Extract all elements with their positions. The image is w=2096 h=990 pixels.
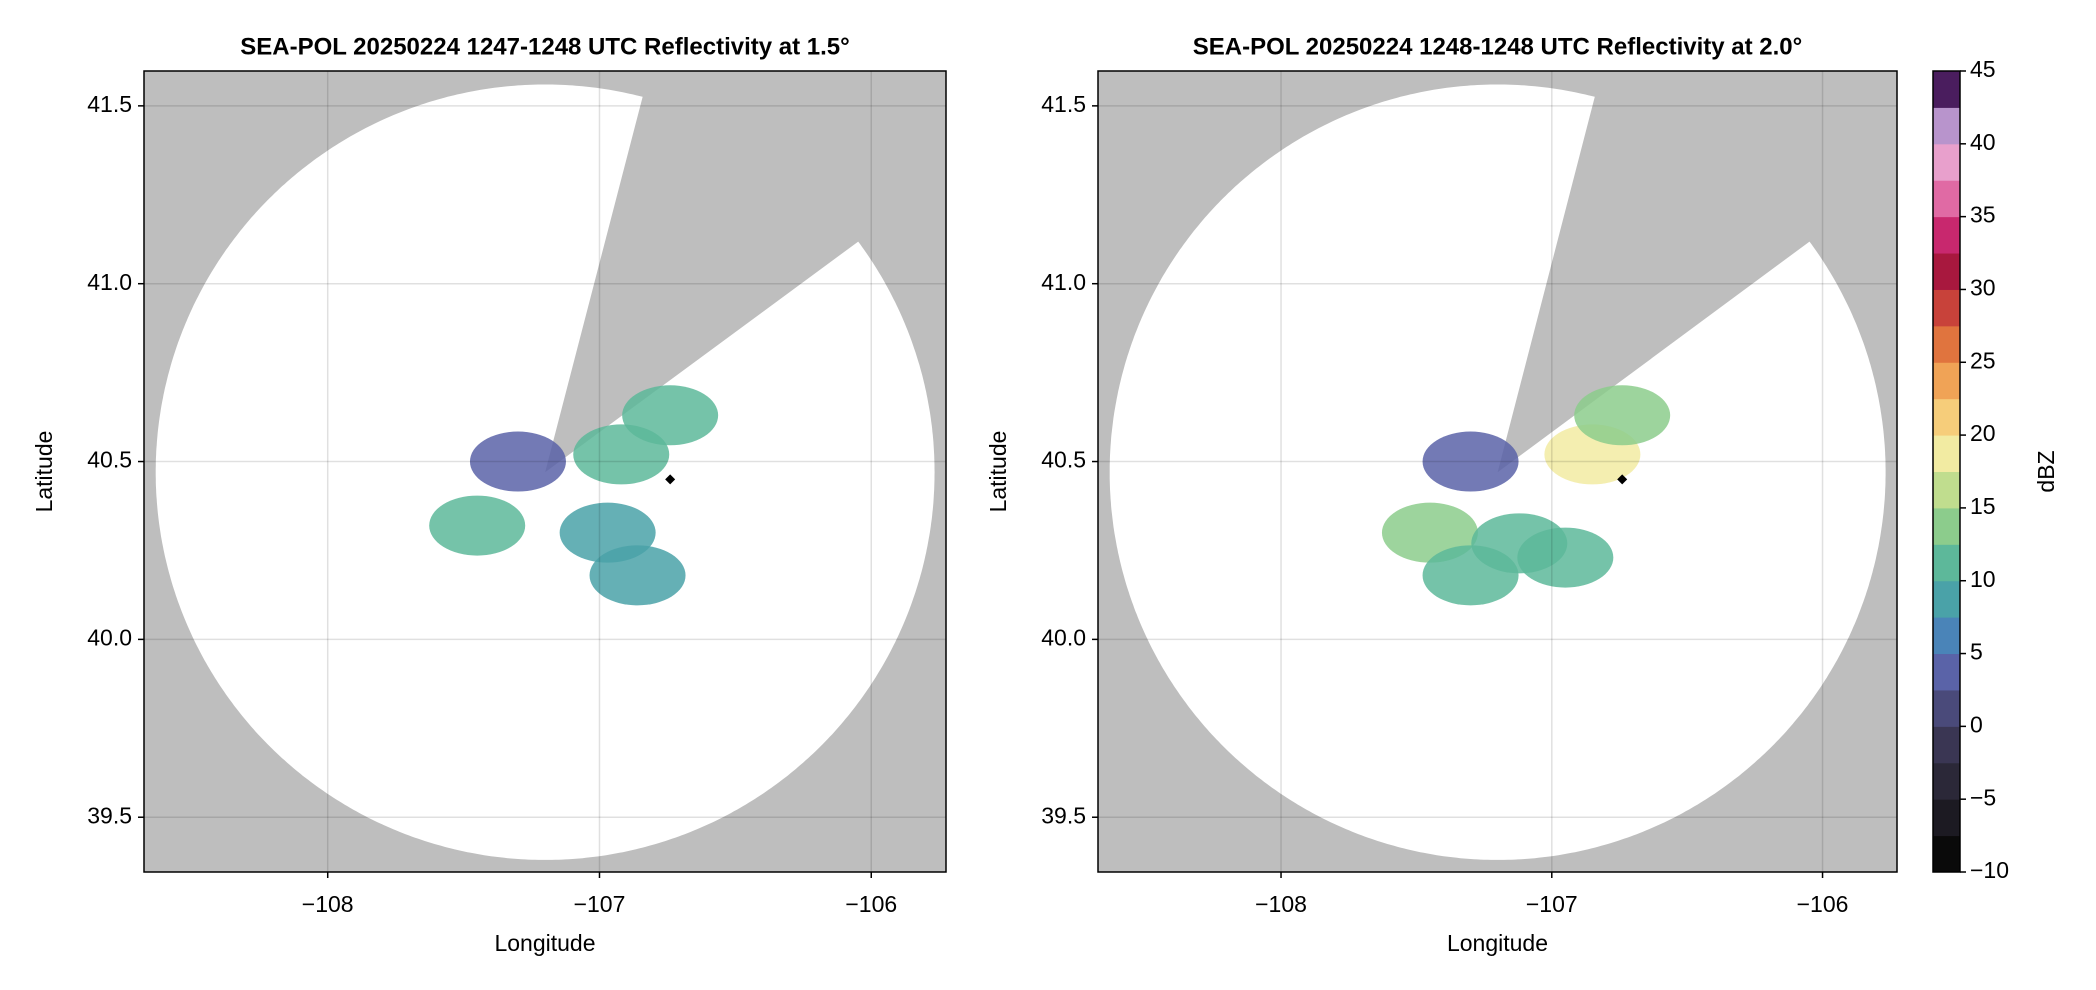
x-tick-label: −108 — [302, 891, 354, 917]
y-tick-label: 41.5 — [87, 91, 132, 117]
echo — [1422, 431, 1519, 492]
colorbar-swatch — [1933, 544, 1960, 582]
colorbar-swatch — [1933, 835, 1960, 873]
y-tick-label: 40.5 — [1041, 447, 1086, 473]
y-tick-label: 41.5 — [1041, 91, 1086, 117]
x-tick-label: −106 — [845, 891, 897, 917]
colorbar-tick-label: 30 — [1970, 275, 1996, 301]
colorbar-tick-label: 35 — [1970, 202, 1996, 228]
colorbar-tick-label: 40 — [1970, 129, 1996, 155]
colorbar-swatch — [1933, 471, 1960, 509]
echo — [589, 545, 686, 606]
x-tick-label: −108 — [1255, 891, 1307, 917]
y-tick-label: 41.0 — [1041, 269, 1086, 295]
echo — [429, 495, 526, 556]
colorbar-swatch — [1933, 325, 1960, 363]
y-tick-label: 40.5 — [87, 447, 132, 473]
colorbar-tick-label: 0 — [1970, 711, 1983, 737]
colorbar-swatch — [1933, 762, 1960, 800]
colorbar-swatch — [1933, 362, 1960, 400]
radar-coverage — [1109, 84, 1886, 860]
echo — [469, 431, 566, 492]
y-tick-label: 39.5 — [87, 802, 132, 828]
colorbar-swatch — [1933, 289, 1960, 327]
colorbar-tick-label: 10 — [1970, 566, 1996, 592]
colorbar-swatch — [1933, 435, 1960, 472]
colorbar-label: dBZ — [2033, 450, 2059, 492]
colorbar-swatch — [1933, 507, 1960, 545]
x-tick-label: −106 — [1797, 891, 1849, 917]
colorbar-tick-label: 25 — [1970, 347, 1996, 373]
echo — [1574, 385, 1671, 446]
y-tick-label: 39.5 — [1041, 802, 1086, 828]
x-tick-label: −107 — [1526, 891, 1578, 917]
radar-coverage — [155, 84, 935, 860]
echo — [622, 385, 719, 446]
marker — [665, 474, 676, 485]
colorbar-tick-label: 45 — [1970, 56, 1996, 82]
colorbar-swatch — [1933, 580, 1960, 618]
echo — [1422, 545, 1519, 606]
x-tick-label: −107 — [574, 891, 626, 917]
colorbar-swatch — [1933, 689, 1960, 727]
colorbar-swatch — [1933, 143, 1960, 181]
marker — [1617, 474, 1628, 485]
y-tick-label: 40.0 — [87, 624, 132, 650]
x-axis-label: Longitude — [1447, 930, 1548, 956]
colorbar-tick-label: 15 — [1970, 493, 1996, 519]
colorbar-swatch — [1933, 107, 1960, 145]
colorbar-tick-label: 5 — [1970, 639, 1983, 665]
plot-area — [144, 71, 946, 872]
x-axis-label: Longitude — [494, 930, 595, 956]
colorbar-swatch — [1933, 726, 1960, 764]
colorbar-tick-label: −10 — [1970, 857, 2009, 883]
y-axis-label: Latitude — [31, 431, 57, 513]
colorbar-tick-label: 20 — [1970, 420, 1996, 446]
colorbar-frame — [1932, 70, 1961, 873]
colorbar-swatch — [1933, 216, 1960, 254]
chart-title: SEA-POL 20250224 1247-1248 UTC Reflectiv… — [240, 33, 849, 60]
y-tick-label: 40.0 — [1041, 624, 1086, 650]
echo — [1517, 527, 1614, 588]
y-tick-label: 41.0 — [87, 269, 132, 295]
chart-title: SEA-POL 20250224 1248-1248 UTC Reflectiv… — [1193, 33, 1802, 60]
colorbar-swatch — [1933, 71, 1960, 108]
colorbar-swatch — [1933, 180, 1960, 218]
colorbar-swatch — [1933, 799, 1960, 837]
colorbar-tick-label: −5 — [1970, 784, 1996, 810]
plot-frame — [1097, 70, 1898, 873]
colorbar-swatch — [1933, 653, 1960, 691]
colorbar-swatch — [1933, 253, 1960, 290]
colorbar-swatch — [1933, 617, 1960, 655]
colorbar-swatch — [1933, 398, 1960, 436]
y-axis-label: Latitude — [985, 431, 1011, 513]
plot-frame — [143, 70, 947, 873]
plot-area — [1098, 71, 1897, 872]
